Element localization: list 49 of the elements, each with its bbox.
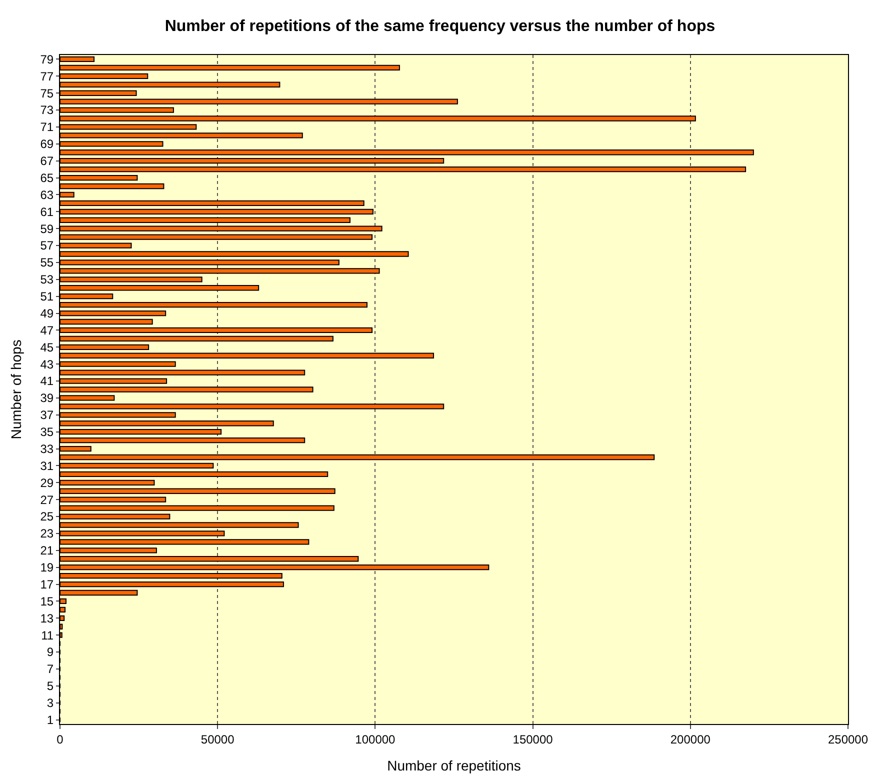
y-tick-label: 33 bbox=[40, 442, 54, 456]
x-tick-label: 200000 bbox=[670, 732, 711, 746]
x-axis-title: Number of repetitions bbox=[387, 758, 521, 774]
y-tick-label: 43 bbox=[40, 357, 54, 372]
y-tick-label: 65 bbox=[40, 170, 54, 185]
y-tick-label: 15 bbox=[40, 594, 54, 608]
y-tick-label: 3 bbox=[46, 696, 54, 710]
y-tick-label: 61 bbox=[40, 204, 54, 219]
y-tick-label: 47 bbox=[40, 323, 54, 338]
y-tick-label: 71 bbox=[40, 120, 54, 134]
y-tick-label: 75 bbox=[40, 86, 54, 100]
y-tick-label: 13 bbox=[40, 611, 54, 626]
y-tick-label: 63 bbox=[40, 188, 54, 202]
x-tick-label: 250000 bbox=[828, 732, 868, 746]
y-tick-label: 29 bbox=[40, 476, 54, 490]
y-tick-label: 11 bbox=[41, 628, 54, 642]
y-tick-label: 35 bbox=[40, 425, 54, 440]
chart-title: Number of repetitions of the same frequency versus the number of hops bbox=[164, 18, 716, 35]
y-tick-label: 57 bbox=[40, 238, 54, 253]
y-tick-label: 45 bbox=[40, 340, 54, 354]
y-tick-label: 37 bbox=[40, 408, 54, 422]
y-tick-label: 5 bbox=[46, 679, 54, 694]
y-tick-label: 19 bbox=[40, 560, 54, 575]
y-tick-label: 23 bbox=[40, 526, 54, 541]
y-axis-title: Number of hops bbox=[8, 340, 24, 440]
y-tick-label: 73 bbox=[40, 103, 54, 118]
x-tick-label: 100000 bbox=[355, 732, 396, 746]
y-tick-label: 67 bbox=[40, 154, 54, 168]
y-tick-label: 7 bbox=[46, 662, 54, 676]
y-tick-label: 21 bbox=[40, 544, 54, 558]
y-tick-label: 53 bbox=[40, 272, 54, 287]
x-tick-label: 50000 bbox=[200, 732, 235, 746]
y-tick-label: 17 bbox=[40, 577, 54, 592]
y-tick-label: 55 bbox=[40, 256, 54, 270]
y-tick-label: 69 bbox=[40, 137, 54, 152]
x-tick-label: 150000 bbox=[512, 732, 554, 746]
y-tick-label: 31 bbox=[40, 458, 54, 473]
y-tick-label: 39 bbox=[40, 391, 54, 406]
y-tick-label: 77 bbox=[40, 69, 54, 84]
y-tick-label: 25 bbox=[40, 510, 54, 524]
y-tick-label: 49 bbox=[40, 306, 54, 320]
y-tick-label: 27 bbox=[40, 492, 54, 507]
y-tick-label: 51 bbox=[40, 290, 54, 304]
y-tick-label: 79 bbox=[40, 52, 54, 66]
x-tick-label: 0 bbox=[56, 732, 64, 746]
y-tick-label: 41 bbox=[40, 374, 54, 388]
y-tick-label: 59 bbox=[40, 222, 54, 236]
y-tick-label: 9 bbox=[46, 645, 54, 660]
y-tick-label: 1 bbox=[46, 712, 54, 727]
